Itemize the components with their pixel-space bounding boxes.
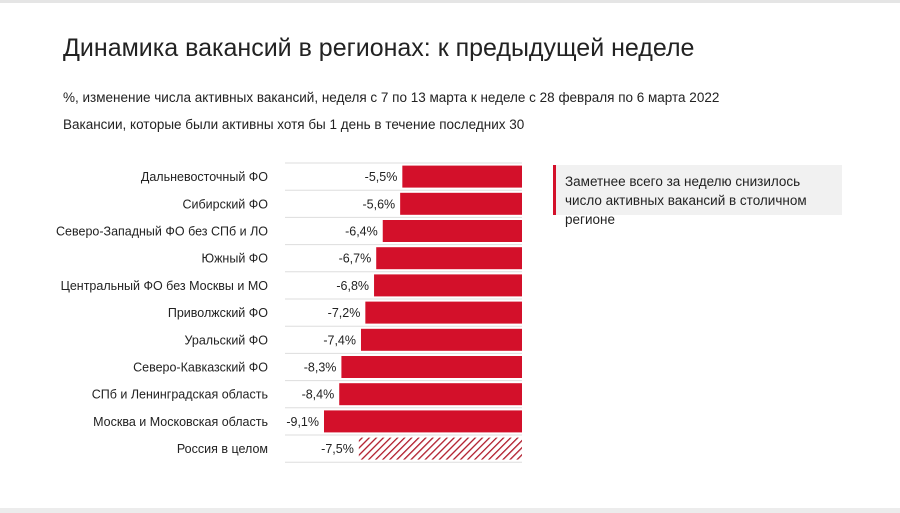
bar — [339, 383, 522, 406]
bars — [324, 165, 522, 460]
callout-text: Заметнее всего за неделю снизилось число… — [565, 174, 807, 227]
bar — [382, 220, 522, 242]
category-label: Центральный ФО без Москвы и МО — [61, 279, 269, 293]
category-label: Сибирский ФО — [183, 197, 269, 211]
chart-note: Вакансии, которые были активны хотя бы 1… — [63, 117, 525, 132]
bar — [365, 301, 522, 324]
bottom-rule — [0, 508, 900, 513]
callout-box: Заметнее всего за неделю снизилось число… — [553, 165, 842, 227]
bar — [400, 192, 522, 215]
category-label: Москва и Московская область — [93, 415, 268, 429]
value-label: -7,2% — [328, 306, 361, 320]
bar — [402, 165, 522, 188]
chart-title: Динамика вакансий в регионах: к предыдущ… — [63, 34, 695, 62]
value-label: -8,4% — [302, 388, 335, 402]
value-label: -6,7% — [339, 252, 372, 266]
value-label: -6,8% — [336, 279, 369, 293]
value-label: -5,5% — [365, 170, 398, 184]
value-label: -7,5% — [321, 442, 354, 456]
category-label: Дальневосточный ФО — [141, 170, 268, 184]
category-label: СПб и Ленинградская область — [92, 388, 268, 402]
bar-total — [358, 437, 522, 460]
category-label: Россия в целом — [177, 442, 268, 456]
value-label: -5,6% — [362, 197, 395, 211]
top-rule — [0, 0, 900, 3]
chart-subtitle: %, изменение числа активных вакансий, не… — [63, 90, 720, 105]
value-labels: -5,5% -5,6% -6,4% -6,7% -6,8% -7,2% -7,4% -8,3%… — [286, 170, 397, 456]
category-label: Северо-Кавказский ФО — [133, 361, 268, 375]
chart-gridlines — [285, 162, 522, 463]
value-label: -8,3% — [304, 361, 337, 375]
bar — [324, 410, 522, 433]
category-label: Южный ФО — [201, 252, 268, 266]
category-labels: Дальневосточный ФО Сибирский ФО Северо-Зап… — [56, 170, 268, 456]
value-label: -7,4% — [323, 333, 356, 347]
value-label: -9,1% — [286, 415, 319, 429]
category-label: Уральский ФО — [185, 333, 269, 347]
bar — [341, 356, 522, 378]
category-label: Северо-Западный ФО без СПб и ЛО — [56, 225, 268, 239]
value-label: -6,4% — [345, 225, 378, 239]
bar — [376, 247, 522, 270]
category-label: Приволжский ФО — [168, 306, 268, 320]
bar — [360, 328, 522, 351]
bar — [374, 274, 522, 297]
